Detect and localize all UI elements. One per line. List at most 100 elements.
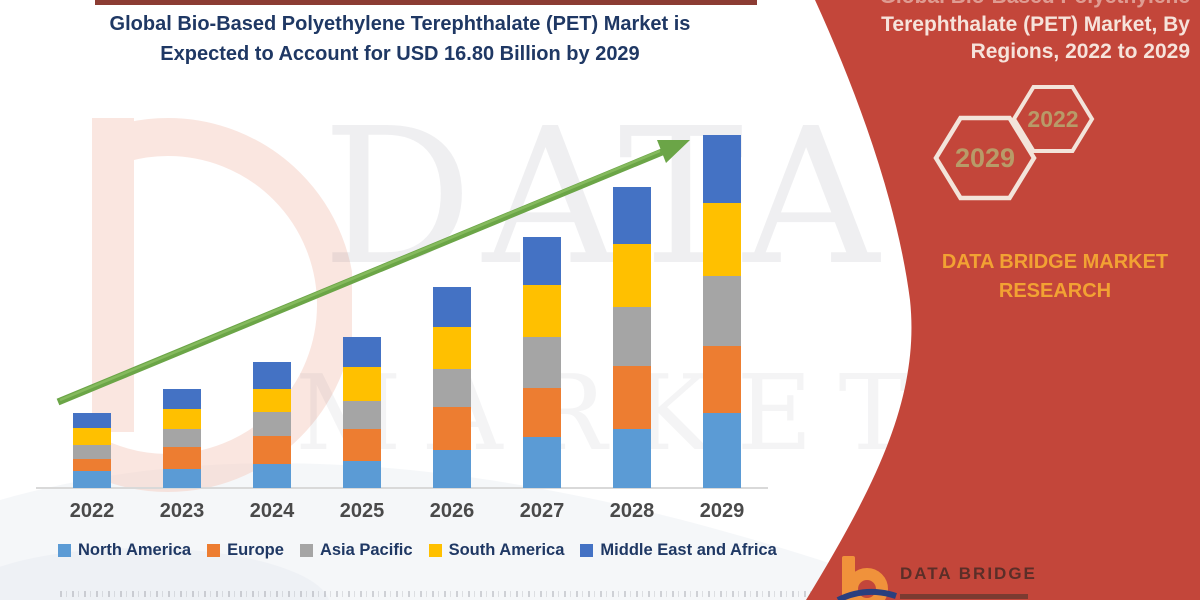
- banner-heading-line1: Terephthalate (PET) Market, By: [881, 12, 1190, 36]
- x-axis-line: [36, 487, 768, 489]
- bar-segment-north-america: [613, 429, 651, 488]
- year-label: 2026: [429, 500, 475, 522]
- legend-swatch-icon: [207, 544, 221, 557]
- bar-segment-north-america: [703, 413, 741, 488]
- year-label: 2022: [69, 500, 115, 522]
- bar-segment-asia-pacific: [703, 275, 741, 347]
- bar-segment-north-america: [433, 450, 471, 488]
- title-line1: Global Bio-Based Polyethylene Terephthal…: [109, 13, 691, 35]
- bar-segment-asia-pacific: [163, 429, 201, 448]
- bar-segment-middle-east-and-africa: [163, 389, 201, 410]
- bar-segment-europe: [613, 366, 651, 430]
- bar-segment-south-america: [433, 327, 471, 370]
- bottom-cutoff-text-strip: [60, 591, 835, 597]
- bar-segment-europe: [73, 458, 111, 472]
- bar-segment-south-america: [73, 428, 111, 445]
- year-label: 2024: [249, 500, 295, 522]
- bar-segment-south-america: [703, 203, 741, 276]
- bar-segment-asia-pacific: [613, 307, 651, 367]
- bar-segment-middle-east-and-africa: [433, 287, 471, 328]
- bar-segment-asia-pacific: [433, 369, 471, 408]
- legend-item-middle-east-and-africa: Middle East and Africa: [580, 541, 777, 560]
- footer-brand-text: DATA BRIDGE: [900, 564, 1037, 583]
- stacked-bar-2027: [523, 237, 561, 488]
- bar-segment-europe: [433, 407, 471, 451]
- legend-item-north-america: North America: [58, 541, 191, 560]
- bar-segment-europe: [343, 429, 381, 461]
- bar-segment-europe: [523, 388, 561, 437]
- year-label: 2023: [159, 500, 205, 522]
- bar-segment-south-america: [253, 389, 291, 413]
- bar-segment-south-america: [343, 367, 381, 401]
- footer-logo: DATA BRIDGE: [836, 552, 1056, 600]
- legend-swatch-icon: [428, 544, 442, 557]
- stacked-bar-2026: [433, 287, 471, 488]
- brand-line1: DATA BRIDGE MARKET: [941, 251, 1169, 273]
- legend-swatch-icon: [580, 544, 594, 557]
- hexagon-2029-label: 2029: [955, 143, 1015, 173]
- legend-label: Europe: [227, 541, 284, 559]
- gray-blob: [0, 548, 329, 600]
- bar-segment-middle-east-and-africa: [343, 336, 381, 368]
- year-label: 2029: [699, 500, 745, 522]
- page-title: Global Bio-Based Polyethylene Terephthal…: [58, 9, 742, 69]
- bar-segment-middle-east-and-africa: [73, 413, 111, 429]
- bar-segment-asia-pacific: [343, 400, 381, 430]
- stacked-bar-2029: [703, 135, 741, 488]
- top-cutoff-strip: [95, 0, 757, 5]
- brand-text: DATA BRIDGE MARKET RESEARCH: [940, 248, 1170, 306]
- legend-item-asia-pacific: Asia Pacific: [299, 541, 413, 560]
- bar-segment-europe: [163, 447, 201, 470]
- footer-cutoff-text-strip: [900, 594, 1028, 599]
- chart-legend: North America Europe Asia Pacific South Ame…: [58, 541, 778, 560]
- bar-segment-north-america: [253, 463, 291, 488]
- title-line2: Expected to Account for USD 16.80 Billio…: [160, 43, 640, 65]
- legend-item-south-america: South America: [428, 541, 565, 560]
- hexagon-2022-label: 2022: [1027, 106, 1078, 132]
- legend-label: Middle East and Africa: [600, 541, 777, 559]
- bar-segment-north-america: [343, 460, 381, 488]
- stacked-bar-2022: [73, 413, 111, 488]
- stacked-bar-2023: [163, 389, 201, 488]
- legend-label: North America: [78, 541, 192, 559]
- stacked-bar-2025: [343, 336, 381, 488]
- bar-segment-asia-pacific: [523, 336, 561, 389]
- bar-segment-middle-east-and-africa: [613, 186, 651, 245]
- bar-segment-north-america: [523, 436, 561, 488]
- legend-swatch-icon: [58, 544, 71, 557]
- banner-heading: Global Bio-Based Polyethylene Terephthal…: [770, 0, 1190, 64]
- bar-segment-middle-east-and-africa: [253, 362, 291, 390]
- brand-line2: RESEARCH: [998, 280, 1112, 302]
- x-axis-labels: 2022 2023 2024 2025 2026 2027 2028 2029: [0, 500, 1200, 526]
- bar-segment-north-america: [163, 469, 201, 488]
- year-label: 2027: [519, 500, 565, 522]
- year-label: 2025: [339, 500, 385, 522]
- bar-segment-south-america: [523, 285, 561, 337]
- stacked-bar-2024: [253, 362, 291, 488]
- stacked-bar-2028: [613, 186, 651, 488]
- data-bridge-b-icon: [836, 556, 897, 600]
- bar-segment-middle-east-and-africa: [703, 135, 741, 204]
- bar-segment-europe: [703, 346, 741, 414]
- legend-label: South America: [448, 541, 565, 559]
- banner-clipped-line: Global Bio-Based Polyethylene: [770, 0, 1190, 11]
- hexagon-2022-icon: [1011, 85, 1095, 153]
- bar-segment-north-america: [73, 471, 111, 488]
- legend-swatch-icon: [299, 544, 313, 557]
- bar-segment-south-america: [163, 409, 201, 430]
- hexagon-2029-icon: [933, 115, 1037, 201]
- bar-segment-south-america: [613, 244, 651, 308]
- legend-item-europe: Europe: [207, 541, 284, 560]
- bar-segment-asia-pacific: [73, 444, 111, 459]
- bar-segment-asia-pacific: [253, 412, 291, 436]
- banner-heading-line2: Regions, 2022 to 2029: [970, 40, 1190, 64]
- bar-segment-europe: [253, 435, 291, 464]
- bar-segment-middle-east-and-africa: [523, 237, 561, 286]
- legend-label: Asia Pacific: [319, 541, 413, 559]
